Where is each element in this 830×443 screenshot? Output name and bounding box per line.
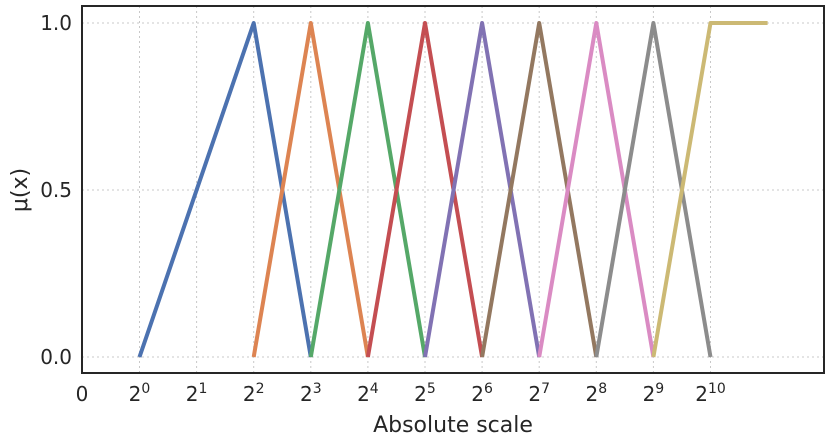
x-tick-exponent: 0 (141, 381, 150, 397)
x-tick-exponent: 7 (541, 381, 550, 397)
x-tick-exponent: 8 (598, 381, 607, 397)
x-tick-label: 210 (695, 381, 726, 406)
x-tick-base: 2 (300, 382, 313, 406)
x-tick-exponent: 9 (655, 381, 664, 397)
y-tick-labels: 0.0 0.5 1.0 (40, 11, 72, 369)
x-tick-base: 2 (528, 382, 541, 406)
x-tick-base: 2 (129, 382, 142, 406)
x-tick-label: 23 (300, 381, 322, 406)
x-tick-exponent: 5 (427, 381, 436, 397)
x-axis-label: Absolute scale (373, 413, 533, 438)
series-layer (137, 21, 768, 358)
x-tick-base: 2 (643, 382, 656, 406)
series-line-1 (137, 21, 313, 358)
series-line-5 (423, 21, 542, 358)
x-tick-base: 2 (695, 382, 708, 406)
x-tick-label: 20 (129, 381, 151, 406)
x-tick-label: 0 (76, 382, 89, 406)
plot-frame (81, 5, 825, 374)
x-tick-label: 27 (528, 381, 550, 406)
x-tick-label: 25 (414, 381, 436, 406)
y-tick-label: 1.0 (40, 11, 72, 35)
series-line-8 (594, 21, 713, 358)
series-line-4 (365, 21, 485, 358)
y-tick-label: 0.5 (40, 178, 72, 202)
x-tick-exponent: 4 (370, 381, 379, 397)
series-line-7 (537, 21, 656, 358)
x-tick-base: 2 (357, 382, 370, 406)
x-tick-base: 2 (243, 382, 256, 406)
x-tick-label: 26 (471, 381, 493, 406)
x-tick-exponent: 6 (484, 381, 493, 397)
x-tick-exponent: 10 (708, 381, 726, 397)
series-line-6 (480, 21, 599, 358)
x-tick-base: 2 (186, 382, 199, 406)
x-tick-base: 2 (471, 382, 484, 406)
x-tick-label: 28 (585, 381, 607, 406)
x-tick-exponent: 2 (256, 381, 265, 397)
x-tick-label: 24 (357, 381, 379, 406)
x-tick-exponent: 1 (199, 381, 208, 397)
x-tick-base: 2 (585, 382, 598, 406)
y-axis-label: μ(x) (8, 168, 33, 212)
x-tick-exponent: 3 (313, 381, 322, 397)
series-line-3 (308, 21, 427, 358)
x-tick-labels: 0 20 21 22 23 24 25 26 27 28 29 210 (76, 381, 726, 406)
series-line-9 (651, 21, 768, 358)
x-tick-label: 29 (643, 381, 665, 406)
x-tick-label: 21 (186, 381, 208, 406)
y-tick-label: 0.0 (40, 345, 72, 369)
x-tick-base: 2 (414, 382, 427, 406)
x-tick-label: 22 (243, 381, 265, 406)
x-tick-base: 0 (76, 382, 89, 406)
series-line-2 (251, 21, 370, 358)
